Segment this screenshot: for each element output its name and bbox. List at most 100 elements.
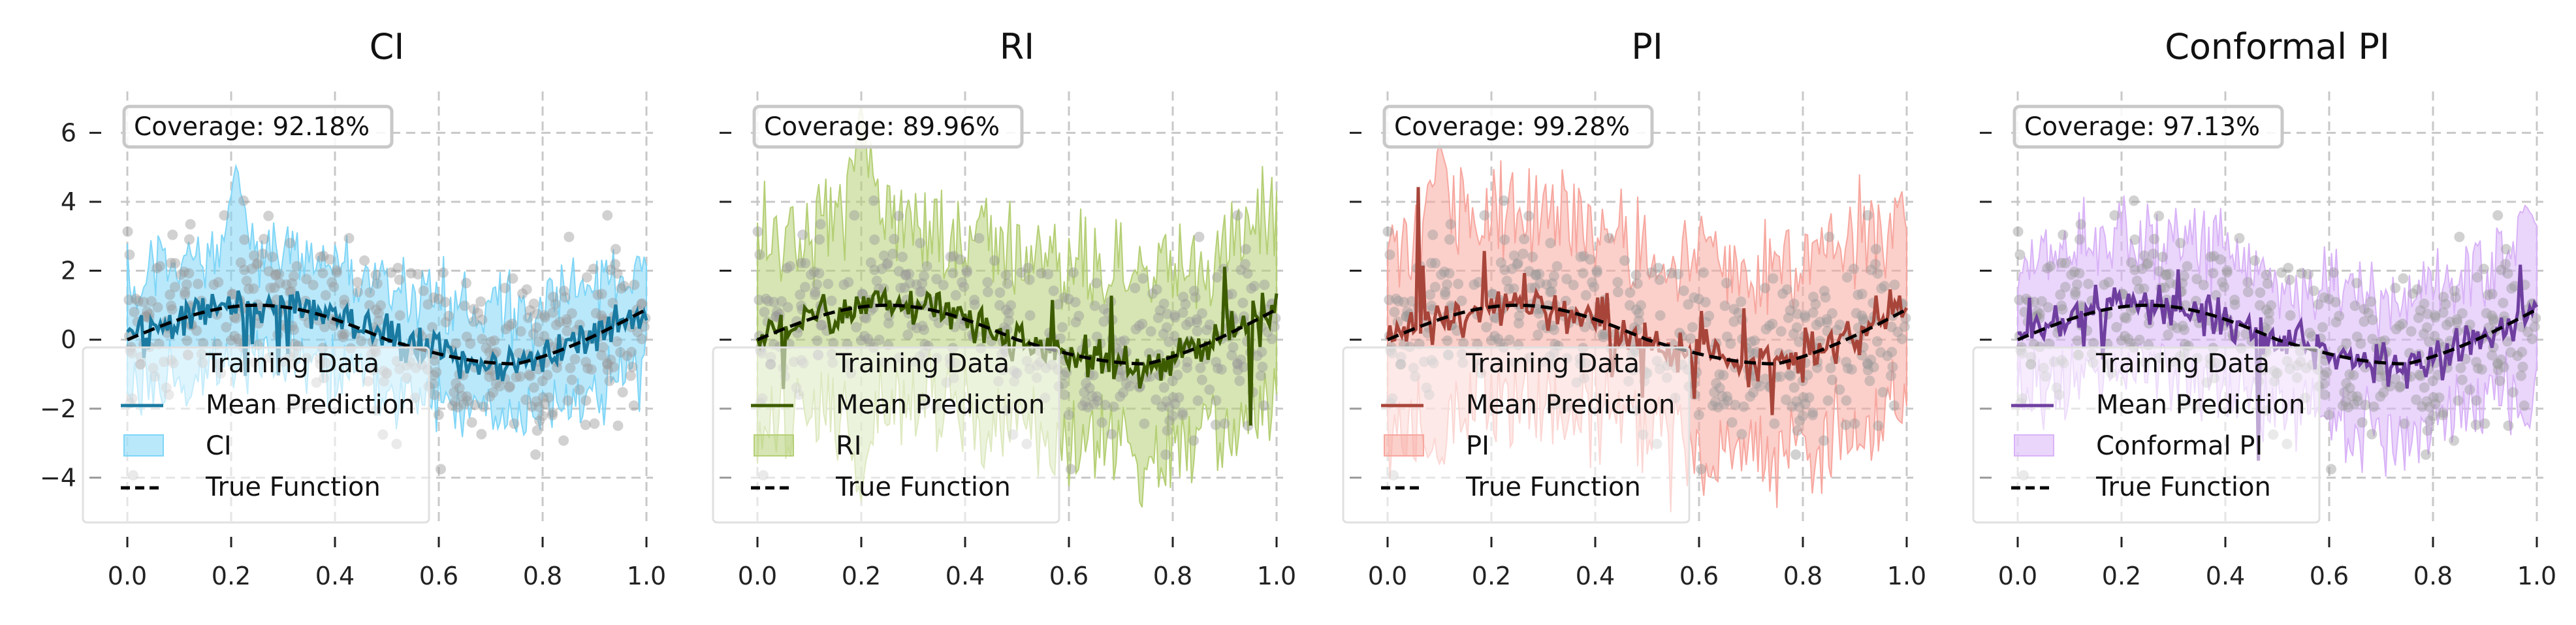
training-point	[2083, 278, 2094, 289]
training-point	[1160, 449, 1171, 460]
training-point	[1625, 287, 1636, 298]
training-point	[2366, 296, 2377, 307]
training-point	[1204, 319, 1215, 330]
training-point	[1087, 391, 1098, 402]
training-point	[167, 304, 178, 315]
training-point	[1619, 255, 1630, 266]
training-point	[221, 322, 232, 333]
training-point	[589, 418, 600, 429]
training-point	[1633, 315, 1644, 326]
training-point	[1177, 407, 1188, 418]
training-point	[2111, 322, 2122, 333]
training-point	[449, 387, 460, 398]
training-point	[1781, 394, 1792, 406]
training-point	[945, 251, 956, 263]
training-point	[1896, 333, 1907, 344]
panel-title: RI	[1000, 26, 1034, 67]
training-point	[2492, 358, 2504, 369]
y-tick-label: −4	[40, 463, 76, 492]
training-point	[176, 269, 187, 280]
training-point	[1204, 384, 1215, 395]
training-point	[138, 296, 150, 308]
training-point	[428, 292, 439, 303]
training-point	[2088, 338, 2099, 349]
training-point	[243, 283, 254, 295]
training-point	[1083, 402, 1094, 413]
training-point	[1714, 369, 1725, 380]
training-point	[1630, 270, 1642, 281]
training-point	[1384, 295, 1395, 306]
training-point	[2360, 400, 2371, 411]
training-point	[539, 310, 550, 321]
training-point	[1115, 391, 1126, 402]
training-point	[338, 331, 349, 342]
training-point	[1787, 401, 1798, 412]
training-point	[1822, 395, 1834, 406]
training-point	[2428, 392, 2439, 403]
training-point	[122, 226, 133, 237]
training-point	[477, 314, 488, 325]
training-point	[1493, 334, 1504, 345]
training-point	[1232, 364, 1243, 376]
training-point	[1115, 336, 1126, 347]
training-point	[849, 210, 860, 221]
training-point	[2205, 251, 2216, 263]
training-point	[539, 398, 550, 409]
legend-marker-band	[754, 434, 794, 457]
training-point	[2157, 251, 2169, 263]
training-point	[2464, 384, 2475, 395]
training-point	[2123, 334, 2134, 345]
true-function-line	[2017, 303, 2538, 366]
training-point	[1445, 219, 1456, 230]
training-point	[2415, 305, 2426, 316]
training-point	[1673, 268, 1684, 280]
training-point	[808, 266, 819, 278]
training-point	[2374, 371, 2385, 382]
training-point	[947, 268, 959, 279]
training-point	[2254, 300, 2265, 311]
training-point	[1852, 289, 1864, 300]
training-point	[1541, 279, 1552, 290]
training-point	[2344, 383, 2355, 394]
training-point	[490, 378, 501, 389]
training-point	[1211, 272, 1222, 283]
training-point	[1518, 248, 1529, 259]
training-point	[208, 279, 219, 290]
coverage-box: Coverage: 97.13%	[2012, 104, 2284, 149]
training-point	[1114, 371, 1125, 382]
training-point	[1877, 387, 1888, 398]
training-point	[320, 290, 331, 301]
training-point	[1807, 307, 1819, 318]
training-point	[2397, 318, 2408, 329]
training-point	[1814, 336, 1825, 347]
training-point	[524, 305, 535, 316]
training-point	[1058, 370, 1070, 381]
training-point	[1887, 310, 1898, 321]
training-point	[2421, 322, 2432, 333]
training-point	[1269, 321, 1280, 332]
panel-3: PI 0.0 0.2 0.4 0.6 0.8 1.0 Coverage: 99.28% Trai…	[1342, 26, 1926, 590]
training-point	[2457, 308, 2468, 319]
training-point	[2071, 279, 2082, 290]
training-point	[911, 323, 922, 334]
training-point	[326, 277, 338, 288]
training-point	[1783, 312, 1794, 323]
training-point	[1825, 362, 1836, 374]
training-point	[451, 338, 462, 349]
training-point	[2198, 280, 2209, 291]
training-point	[816, 320, 827, 331]
training-point	[2367, 314, 2378, 325]
training-point	[289, 325, 300, 336]
training-point	[1210, 419, 1221, 430]
training-point	[2438, 409, 2449, 421]
training-point	[626, 347, 637, 358]
training-point	[485, 336, 496, 347]
training-point	[1653, 263, 1664, 274]
training-point	[2142, 257, 2154, 268]
training-point	[1158, 382, 1169, 393]
training-point	[1070, 296, 1081, 308]
x-tick-label: 1.0	[2517, 562, 2556, 590]
training-point	[959, 281, 970, 293]
training-point	[1872, 268, 1883, 279]
training-point	[919, 325, 930, 336]
